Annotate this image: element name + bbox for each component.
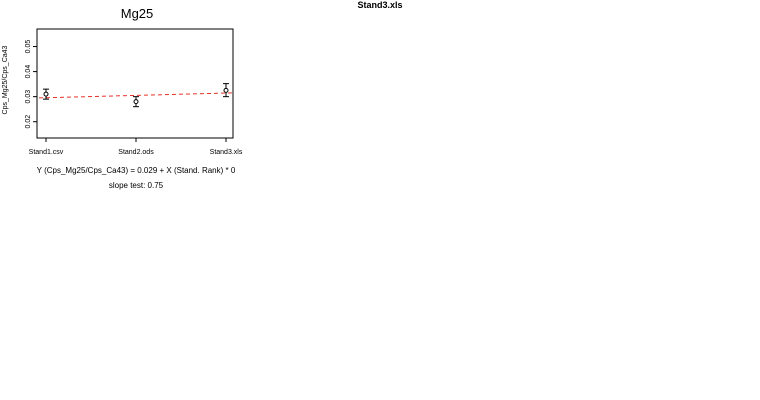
- data-point: [133, 99, 139, 105]
- chart-title: Mg25: [120, 6, 154, 21]
- x-tick-label: Stand1.csv: [29, 149, 64, 156]
- data-point: [223, 87, 229, 93]
- y-tick-label: 0.04: [25, 65, 32, 79]
- plot-frame: [36, 28, 234, 139]
- y-tick-label: 0.03: [25, 90, 32, 104]
- page-title: Stand3.xls: [357, 0, 403, 10]
- slope-test-label: slope test: 0.75: [108, 181, 164, 190]
- y-tick-label: 0.02: [25, 115, 32, 129]
- regression-equation: Y (Cps_Mg25/Cps_Ca43) = 0.029 + X (Stand…: [36, 166, 236, 175]
- x-tick-label: Stand2.ods: [118, 149, 154, 156]
- x-tick-label: Stand3.xls: [210, 149, 243, 156]
- data-point: [43, 91, 49, 97]
- y-tick-label: 0.05: [25, 40, 32, 54]
